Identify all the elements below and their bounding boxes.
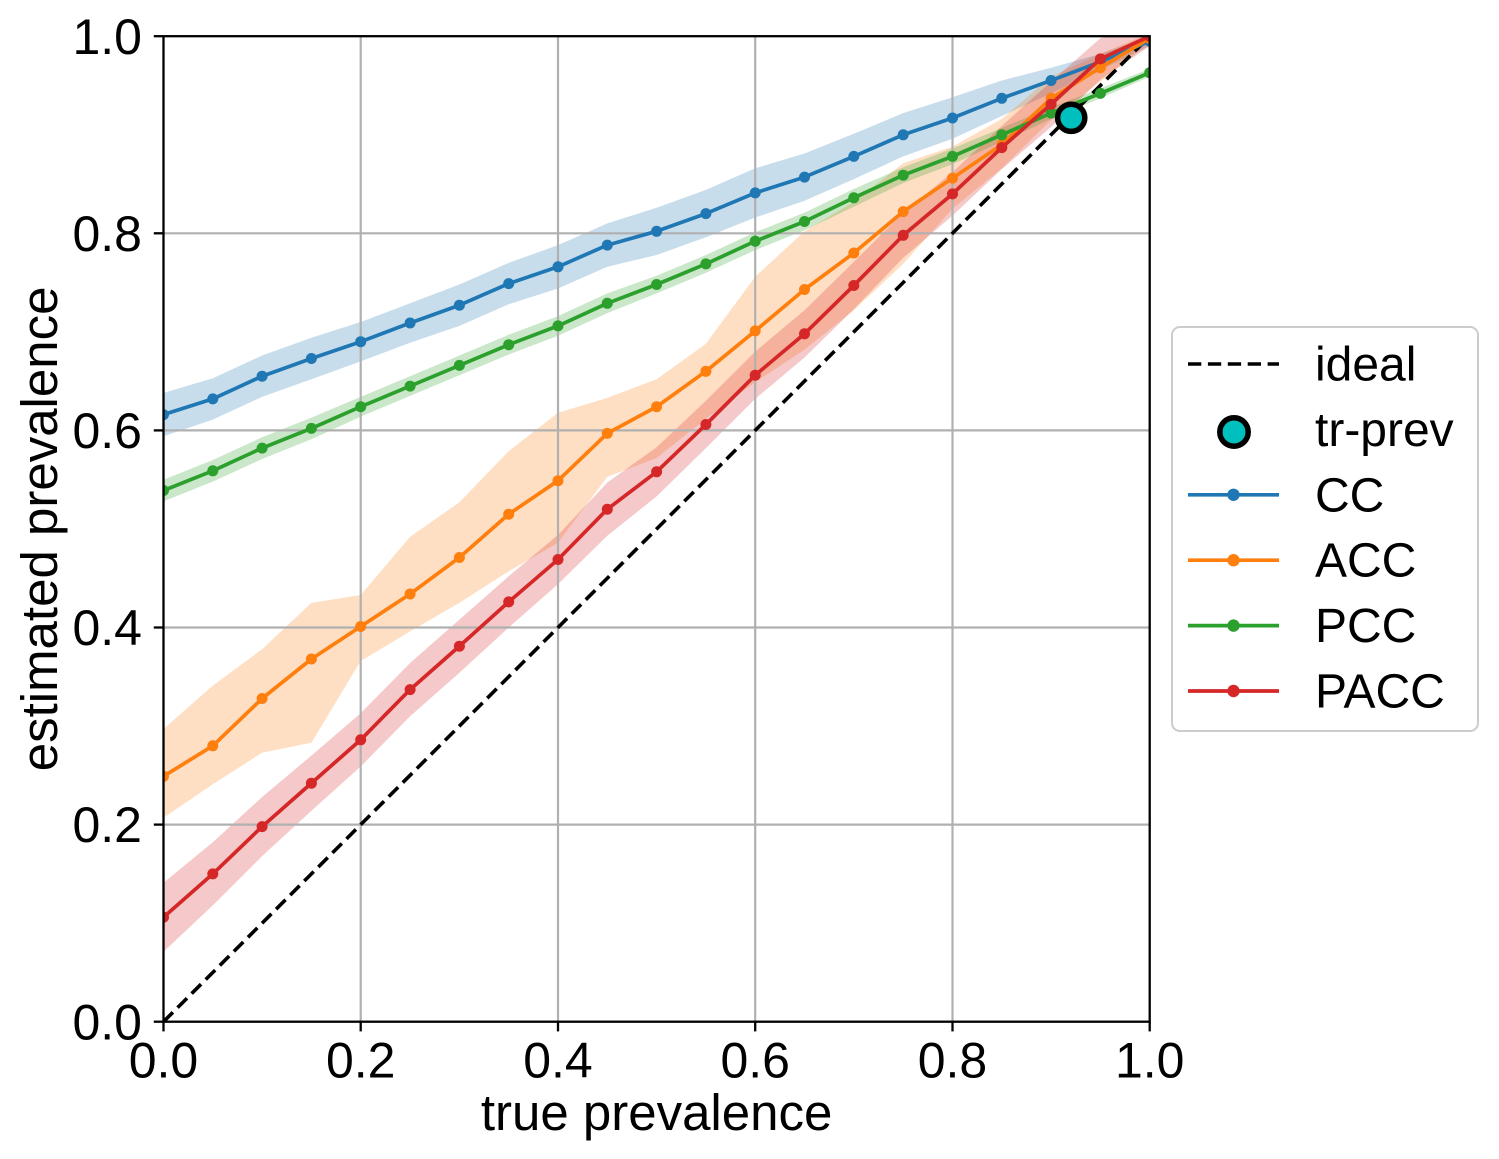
svg-text:true prevalence: true prevalence [481,1084,833,1141]
svg-text:PCC: PCC [1315,600,1416,653]
svg-text:ideal: ideal [1315,339,1416,392]
svg-text:tr-prev: tr-prev [1315,404,1454,457]
svg-text:0.6: 0.6 [72,403,142,459]
svg-text:PACC: PACC [1315,666,1445,719]
svg-text:estimated prevalence: estimated prevalence [11,287,68,772]
svg-text:CC: CC [1315,469,1384,522]
svg-text:0.0: 0.0 [72,994,142,1050]
svg-text:ACC: ACC [1315,535,1416,588]
svg-text:1.0: 1.0 [72,9,142,65]
svg-text:0.8: 0.8 [918,1032,988,1088]
svg-text:0.6: 0.6 [720,1032,790,1088]
svg-text:0.4: 0.4 [72,600,142,656]
svg-text:0.2: 0.2 [326,1032,396,1088]
svg-text:0.4: 0.4 [523,1032,593,1088]
svg-text:0.0: 0.0 [129,1032,199,1088]
svg-text:0.8: 0.8 [72,206,142,262]
svg-text:0.2: 0.2 [72,797,142,853]
svg-text:1.0: 1.0 [1115,1032,1185,1088]
